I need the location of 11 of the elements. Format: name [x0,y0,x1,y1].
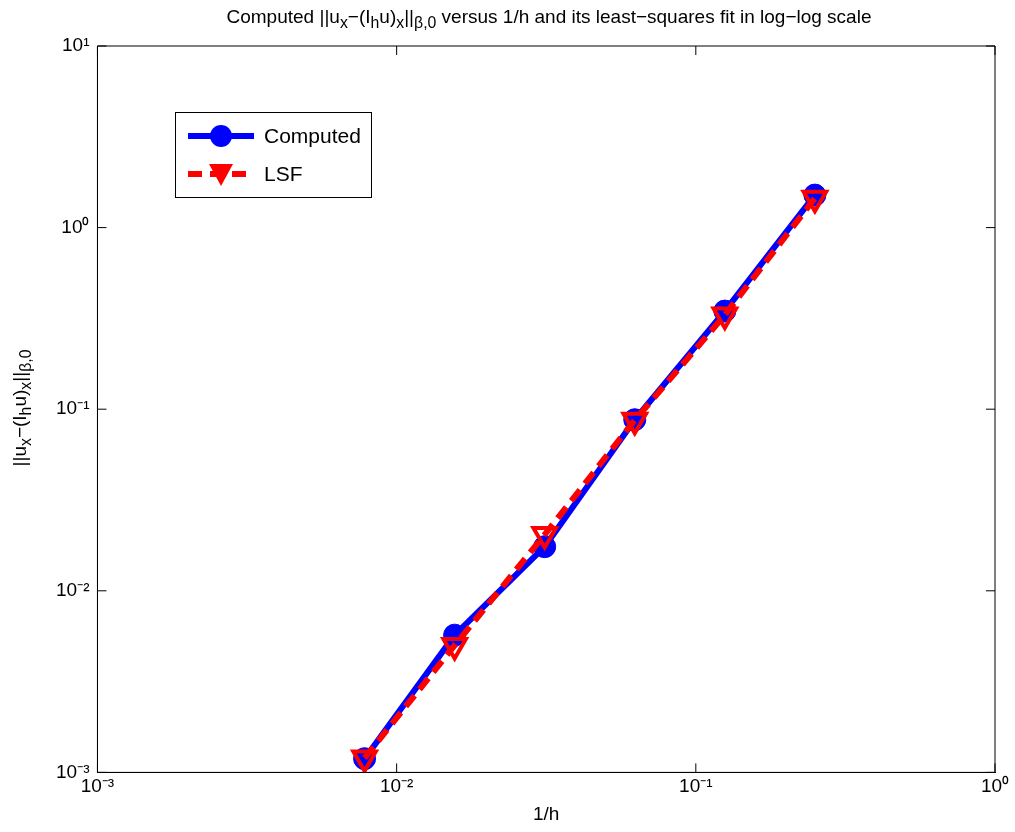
x-tick-label: 10⁻² [379,775,414,797]
legend-label: Computed [264,124,361,148]
y-tick-label: 10⁻² [55,579,90,601]
x-tick-label: 10⁰ [980,775,1010,797]
chart-title: Computed ||u$_{x}$−(I$_{h}$u)$_{x}$||$_{β,0}$ versus 1/h and its least−squares fit in log−log scale [226,6,872,31]
x-axis-title: 1/h [533,802,560,824]
y-tick-label: 10¹ [61,34,90,56]
y-tick-label: 10⁻¹ [55,397,90,419]
y-tick-label: 10⁰ [61,215,90,237]
legend-label: LSF [264,162,303,186]
x-tick-label: 10⁻¹ [679,775,713,797]
